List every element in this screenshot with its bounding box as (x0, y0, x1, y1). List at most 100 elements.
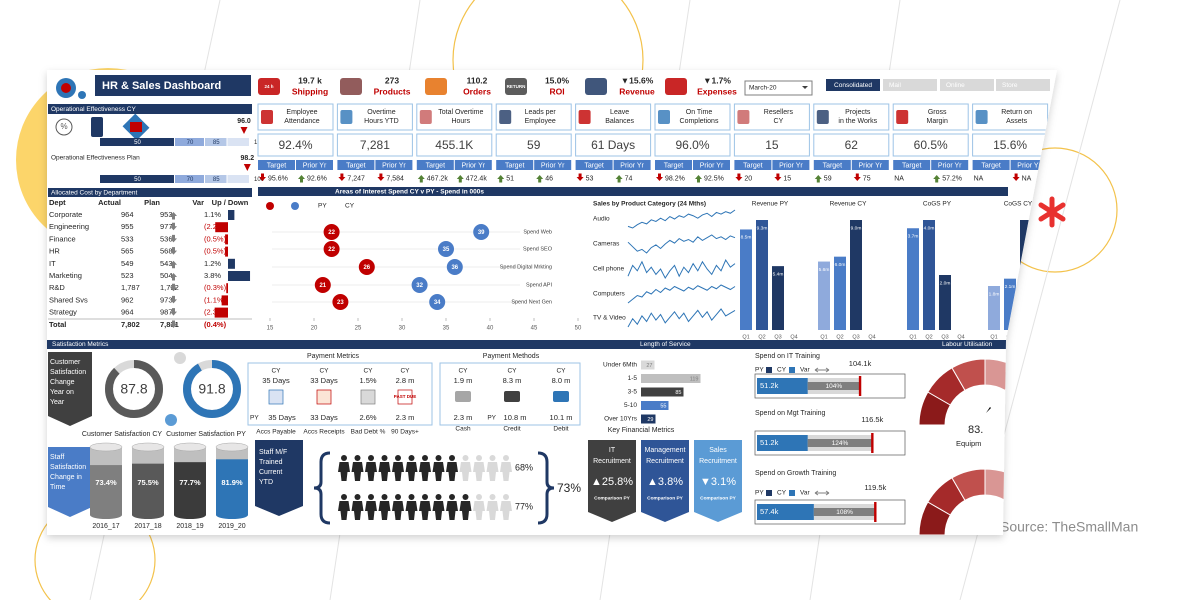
card-header-cell (496, 160, 534, 170)
filter-tab[interactable] (826, 79, 880, 91)
column-label: Accs Payable (256, 429, 296, 436)
card-icon (340, 110, 353, 124)
kpi-label: Revenue (619, 86, 655, 96)
card-prior: 92.6% (307, 175, 327, 182)
period-dropdown[interactable] (744, 80, 813, 96)
cell-plan: 7,831 (160, 320, 179, 329)
person-icon (432, 455, 445, 481)
up-arrow (417, 175, 425, 183)
person-head (354, 494, 361, 500)
sparkline-label: Computers (593, 291, 626, 298)
cell-var: (0.5%) (204, 247, 227, 256)
dot-label: 32 (416, 283, 423, 289)
person-body (365, 501, 377, 520)
up-arrow (456, 175, 464, 183)
x-tick-label: 40 (487, 326, 494, 332)
card-header: Prior Yr (461, 162, 485, 169)
category-label: Spend SEO (523, 246, 553, 252)
payment-icon (504, 391, 520, 402)
card-header: Prior Yr (382, 162, 406, 169)
bar (818, 261, 830, 330)
payment-icon (316, 389, 332, 405)
band-label: 70 (187, 177, 194, 183)
info-box-text: Year (50, 399, 65, 406)
gauge-label: Equipm (956, 439, 981, 448)
card-target: 98.2% (665, 175, 685, 182)
cell-plan: 536 (160, 234, 173, 243)
cell-actual: 7,802 (121, 320, 140, 329)
cell-actual: 549 (121, 259, 134, 268)
up-arrow (814, 175, 822, 183)
card-header-cell (296, 160, 333, 170)
legend-label: PY (755, 367, 764, 374)
chat-icon (174, 352, 186, 364)
down-arrow (170, 295, 177, 304)
card-header: Target (823, 162, 843, 169)
filter-tab[interactable] (940, 79, 994, 91)
sparkline (627, 234, 736, 254)
kpi-label: Shipping (292, 86, 328, 96)
cell-var: (1.1%) (204, 295, 227, 304)
person-head (422, 494, 428, 500)
x-tick-label: Q3 (852, 334, 859, 340)
person-icon (392, 455, 404, 481)
gauge-segment (984, 358, 1019, 392)
chart-title: Revenue PY (752, 201, 789, 208)
donut-arc (183, 360, 241, 418)
person-head (341, 455, 347, 461)
card-target: 7,247 (347, 175, 365, 182)
dashboard-title: HR & Sales Dashboard (102, 80, 221, 92)
x-tick-label: Q1 (990, 334, 997, 340)
down-arrow (576, 173, 584, 181)
card-title: Resellers (764, 109, 794, 116)
cell-var: 3.8% (204, 271, 221, 280)
bar (641, 374, 701, 383)
category-label: Spend Digital Mrkting (500, 264, 552, 270)
dot-label: 22 (328, 247, 335, 253)
dot (411, 277, 428, 293)
py-marker (874, 502, 877, 522)
person-icon (486, 455, 499, 481)
card-prior: 472.4k (466, 175, 488, 182)
section-title: Payment Methods (483, 353, 540, 360)
card-header: Prior Yr (779, 162, 803, 169)
py-header: PY (250, 415, 259, 422)
kpi-label: Products (374, 86, 411, 96)
legend-swatch (789, 490, 795, 496)
kpi-box-note: Comparison PY (647, 495, 684, 501)
column-label: Credit (503, 426, 521, 433)
cell-var: (0.4%) (204, 320, 227, 329)
cell-actual: 1,787 (121, 283, 140, 292)
sparkline (627, 308, 736, 328)
cylinder-fill (132, 463, 164, 515)
up-arrow (170, 273, 177, 281)
filter-tab[interactable] (996, 79, 1050, 91)
card-value: 59 (527, 138, 541, 152)
bar-label: 6.0m (835, 262, 846, 268)
section-title: Length of Service (640, 341, 691, 348)
person-body (459, 501, 472, 520)
payment-icon (268, 389, 284, 405)
card-target: 467.2k (427, 175, 449, 182)
cy-bar (757, 378, 808, 394)
column-label: Bad Debt % (351, 429, 386, 436)
bar (641, 360, 655, 370)
up-arrow (933, 175, 941, 183)
category-label: Over 10Yrs (604, 416, 638, 423)
card-title: Hours YTD (364, 118, 399, 125)
gauge-value: 83. (968, 424, 983, 436)
filter-tab[interactable] (883, 79, 937, 91)
bar-label: 5.4m (773, 271, 784, 277)
donut-value: 87.8 (120, 381, 147, 397)
cylinder-label: 77.7% (179, 478, 201, 487)
cell-actual: 964 (121, 308, 134, 317)
card-value: 62 (845, 138, 859, 152)
cell-actual: 964 (121, 210, 134, 219)
person-icon (446, 494, 458, 520)
donut-value: 91.8 (198, 381, 225, 397)
person-head (476, 455, 482, 461)
x-tick-label: 25 (355, 326, 362, 332)
person-icon (419, 494, 431, 520)
down-arrow (774, 173, 782, 181)
person-head (368, 494, 374, 500)
